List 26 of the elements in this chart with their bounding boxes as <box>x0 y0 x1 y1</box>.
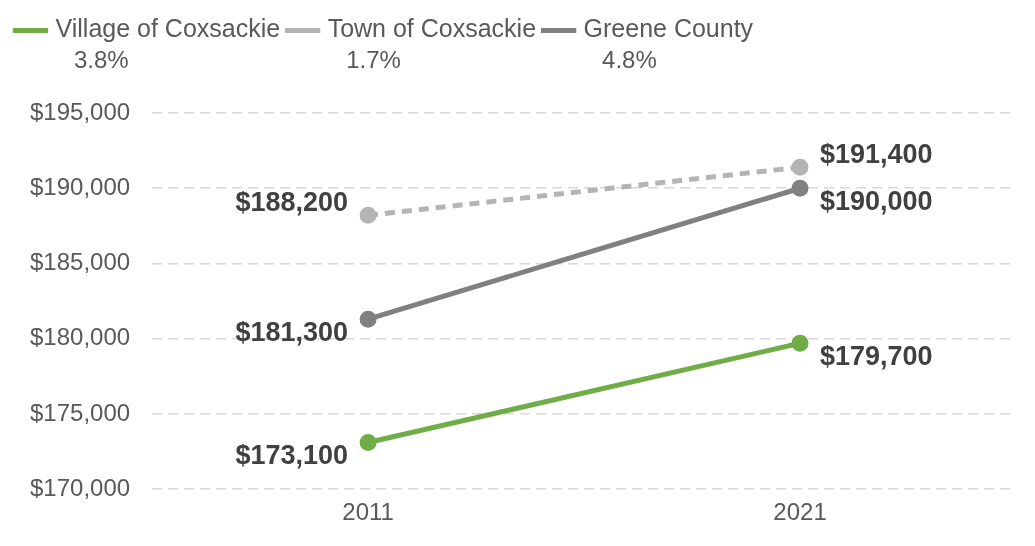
y-tick-label: $180,000 <box>29 323 131 351</box>
point <box>359 206 377 224</box>
x-tick-label: 2011 <box>342 498 394 526</box>
text: 4.8% <box>602 45 657 73</box>
y-tick-label: $185,000 <box>29 248 131 276</box>
point <box>791 334 809 352</box>
y-tick-label: $195,000 <box>29 97 131 125</box>
y-tick-label: $175,000 <box>29 398 131 426</box>
data-label: $181,300 <box>235 316 349 347</box>
data-label: $190,000 <box>820 185 933 216</box>
data-label: $188,200 <box>235 186 349 217</box>
point <box>359 434 377 452</box>
y-tick-label: $170,000 <box>29 473 131 501</box>
data-label: $173,100 <box>235 440 349 470</box>
legend-label: Greene County <box>583 14 754 43</box>
data-label: $179,700 <box>820 340 933 371</box>
data-label: $191,400 <box>820 138 933 169</box>
y-tick-label: $190,000 <box>29 172 131 200</box>
text: 3.8% <box>74 45 129 73</box>
point <box>791 179 809 197</box>
point <box>791 158 809 176</box>
point <box>359 310 377 328</box>
x-tick-label: 2021 <box>773 498 827 526</box>
legend-label: Village of Coxsackie <box>55 14 281 43</box>
text: 1.7% <box>346 45 401 73</box>
legend-label: Town of Coxsackie <box>327 14 537 43</box>
